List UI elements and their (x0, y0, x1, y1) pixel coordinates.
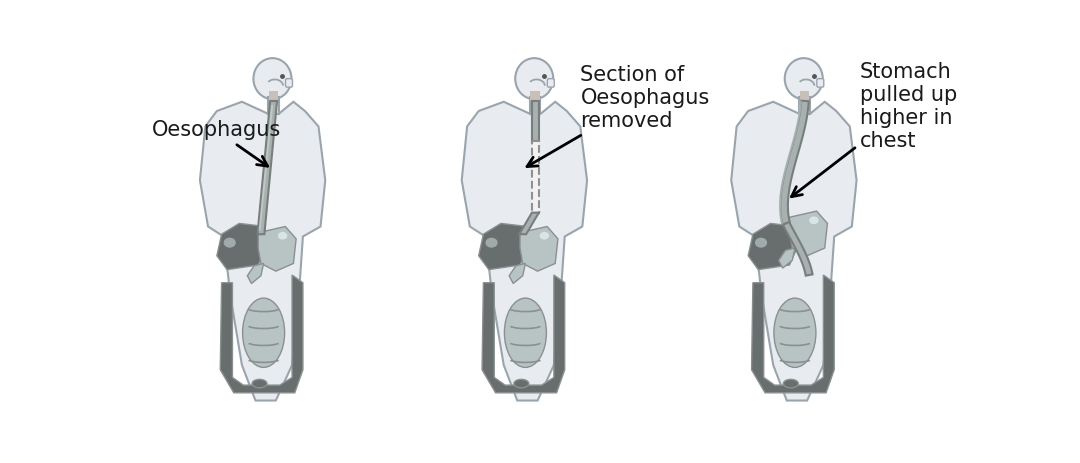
Ellipse shape (540, 232, 549, 239)
Polygon shape (800, 91, 809, 101)
Polygon shape (269, 91, 278, 101)
Polygon shape (779, 100, 801, 225)
Text: Oesophagus: Oesophagus (151, 120, 281, 166)
Polygon shape (789, 211, 827, 256)
Polygon shape (519, 226, 558, 271)
FancyBboxPatch shape (548, 79, 554, 87)
Polygon shape (200, 102, 325, 400)
Text: Stomach
pulled up
higher in
chest: Stomach pulled up higher in chest (792, 62, 957, 197)
Polygon shape (217, 224, 267, 269)
Polygon shape (257, 101, 278, 234)
Polygon shape (780, 101, 809, 224)
Polygon shape (258, 226, 296, 271)
Ellipse shape (515, 58, 553, 99)
Ellipse shape (252, 379, 267, 388)
Polygon shape (532, 101, 539, 141)
FancyBboxPatch shape (285, 79, 293, 87)
FancyBboxPatch shape (816, 79, 824, 87)
Ellipse shape (224, 238, 235, 248)
Polygon shape (519, 213, 539, 234)
Ellipse shape (243, 298, 285, 368)
Polygon shape (779, 248, 795, 268)
Ellipse shape (504, 298, 546, 368)
Text: Section of
Oesophagus
removed: Section of Oesophagus removed (527, 65, 710, 167)
Polygon shape (462, 102, 588, 400)
Polygon shape (247, 263, 264, 283)
Ellipse shape (785, 58, 823, 99)
Ellipse shape (783, 379, 798, 388)
Polygon shape (532, 141, 539, 213)
Polygon shape (530, 91, 540, 101)
Ellipse shape (485, 238, 498, 248)
Polygon shape (752, 275, 834, 393)
Polygon shape (783, 222, 812, 275)
Polygon shape (799, 97, 810, 114)
Ellipse shape (278, 232, 287, 239)
Polygon shape (509, 263, 525, 283)
Ellipse shape (809, 217, 819, 224)
Polygon shape (748, 224, 798, 269)
Polygon shape (478, 224, 528, 269)
Polygon shape (258, 105, 273, 231)
Polygon shape (268, 97, 279, 114)
Polygon shape (220, 275, 302, 393)
Ellipse shape (254, 58, 292, 99)
Polygon shape (529, 97, 540, 114)
Ellipse shape (755, 238, 767, 248)
Ellipse shape (514, 379, 529, 388)
Polygon shape (731, 102, 856, 400)
Polygon shape (482, 275, 565, 393)
Ellipse shape (774, 298, 815, 368)
